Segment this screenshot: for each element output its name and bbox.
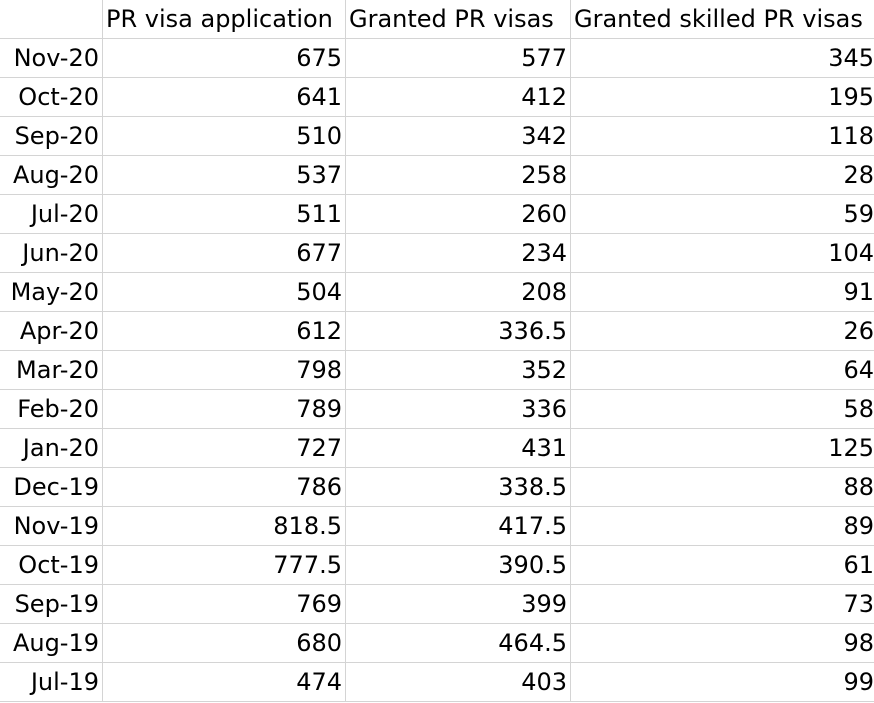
table-row: Nov-20 675 577 345 [0,38,874,78]
granted-cell[interactable]: 234 [345,233,571,273]
header-pr-visa-application[interactable]: PR visa application [102,0,346,39]
granted-cell[interactable]: 431 [345,428,571,468]
month-cell[interactable]: Aug-19 [0,623,103,663]
table-row: Nov-19 818.5 417.5 89 [0,506,874,546]
applications-cell[interactable]: 769 [102,584,346,624]
table-body: Nov-20 675 577 345 Oct-20 641 412 195 Sep-20 510 3… [0,38,874,702]
month-cell[interactable]: Jun-20 [0,233,103,273]
table-row: Aug-19 680 464.5 98 [0,623,874,663]
table-row: Jan-20 727 431 125 [0,428,874,468]
skilled-cell[interactable]: 89 [570,506,874,546]
skilled-cell[interactable]: 195 [570,77,874,117]
month-cell[interactable]: Apr-20 [0,311,103,351]
table-row: May-20 504 208 91 [0,272,874,312]
skilled-cell[interactable]: 58 [570,389,874,429]
skilled-cell[interactable]: 28 [570,155,874,195]
month-cell[interactable]: Sep-20 [0,116,103,156]
applications-cell[interactable]: 786 [102,467,346,507]
month-cell[interactable]: Jul-20 [0,194,103,234]
header-granted-skilled-pr-visas[interactable]: Granted skilled PR visas [570,0,874,39]
applications-cell[interactable]: 677 [102,233,346,273]
skilled-cell[interactable]: 64 [570,350,874,390]
table-row: Jul-20 511 260 59 [0,194,874,234]
corner-cell[interactable] [0,0,103,39]
skilled-cell[interactable]: 345 [570,38,874,78]
skilled-cell[interactable]: 73 [570,584,874,624]
applications-cell[interactable]: 474 [102,662,346,702]
granted-cell[interactable]: 342 [345,116,571,156]
granted-cell[interactable]: 336.5 [345,311,571,351]
skilled-cell[interactable]: 125 [570,428,874,468]
granted-cell[interactable]: 399 [345,584,571,624]
granted-cell[interactable]: 352 [345,350,571,390]
granted-cell[interactable]: 412 [345,77,571,117]
applications-cell[interactable]: 798 [102,350,346,390]
month-cell[interactable]: Oct-20 [0,77,103,117]
skilled-cell[interactable]: 99 [570,662,874,702]
applications-cell[interactable]: 641 [102,77,346,117]
table-row: Oct-20 641 412 195 [0,77,874,117]
month-cell[interactable]: Dec-19 [0,467,103,507]
skilled-cell[interactable]: 61 [570,545,874,585]
skilled-cell[interactable]: 118 [570,116,874,156]
month-cell[interactable]: May-20 [0,272,103,312]
skilled-cell[interactable]: 59 [570,194,874,234]
skilled-cell[interactable]: 104 [570,233,874,273]
granted-cell[interactable]: 577 [345,38,571,78]
granted-cell[interactable]: 464.5 [345,623,571,663]
month-cell[interactable]: Nov-19 [0,506,103,546]
table-row: Sep-20 510 342 118 [0,116,874,156]
table-row: Dec-19 786 338.5 88 [0,467,874,507]
skilled-cell[interactable]: 88 [570,467,874,507]
applications-cell[interactable]: 777.5 [102,545,346,585]
granted-cell[interactable]: 338.5 [345,467,571,507]
table-row: Jun-20 677 234 104 [0,233,874,273]
applications-cell[interactable]: 510 [102,116,346,156]
applications-cell[interactable]: 504 [102,272,346,312]
month-cell[interactable]: Mar-20 [0,350,103,390]
table-row: Apr-20 612 336.5 26 [0,311,874,351]
skilled-cell[interactable]: 98 [570,623,874,663]
granted-cell[interactable]: 417.5 [345,506,571,546]
granted-cell[interactable]: 336 [345,389,571,429]
month-cell[interactable]: Oct-19 [0,545,103,585]
table-row: Aug-20 537 258 28 [0,155,874,195]
month-cell[interactable]: Sep-19 [0,584,103,624]
granted-cell[interactable]: 390.5 [345,545,571,585]
table-row: Mar-20 798 352 64 [0,350,874,390]
month-cell[interactable]: Feb-20 [0,389,103,429]
table-row: Feb-20 789 336 58 [0,389,874,429]
month-cell[interactable]: Jan-20 [0,428,103,468]
granted-cell[interactable]: 403 [345,662,571,702]
applications-cell[interactable]: 818.5 [102,506,346,546]
table-row: Sep-19 769 399 73 [0,584,874,624]
skilled-cell[interactable]: 26 [570,311,874,351]
skilled-cell[interactable]: 91 [570,272,874,312]
applications-cell[interactable]: 727 [102,428,346,468]
table-row: Oct-19 777.5 390.5 61 [0,545,874,585]
granted-cell[interactable]: 260 [345,194,571,234]
header-granted-pr-visas[interactable]: Granted PR visas [345,0,571,39]
applications-cell[interactable]: 511 [102,194,346,234]
granted-cell[interactable]: 208 [345,272,571,312]
month-cell[interactable]: Aug-20 [0,155,103,195]
applications-cell[interactable]: 789 [102,389,346,429]
table-row: Jul-19 474 403 99 [0,662,874,702]
month-cell[interactable]: Jul-19 [0,662,103,702]
applications-cell[interactable]: 612 [102,311,346,351]
applications-cell[interactable]: 675 [102,38,346,78]
applications-cell[interactable]: 680 [102,623,346,663]
month-cell[interactable]: Nov-20 [0,38,103,78]
granted-cell[interactable]: 258 [345,155,571,195]
applications-cell[interactable]: 537 [102,155,346,195]
header-row: PR visa application Granted PR visas Gra… [0,0,874,39]
